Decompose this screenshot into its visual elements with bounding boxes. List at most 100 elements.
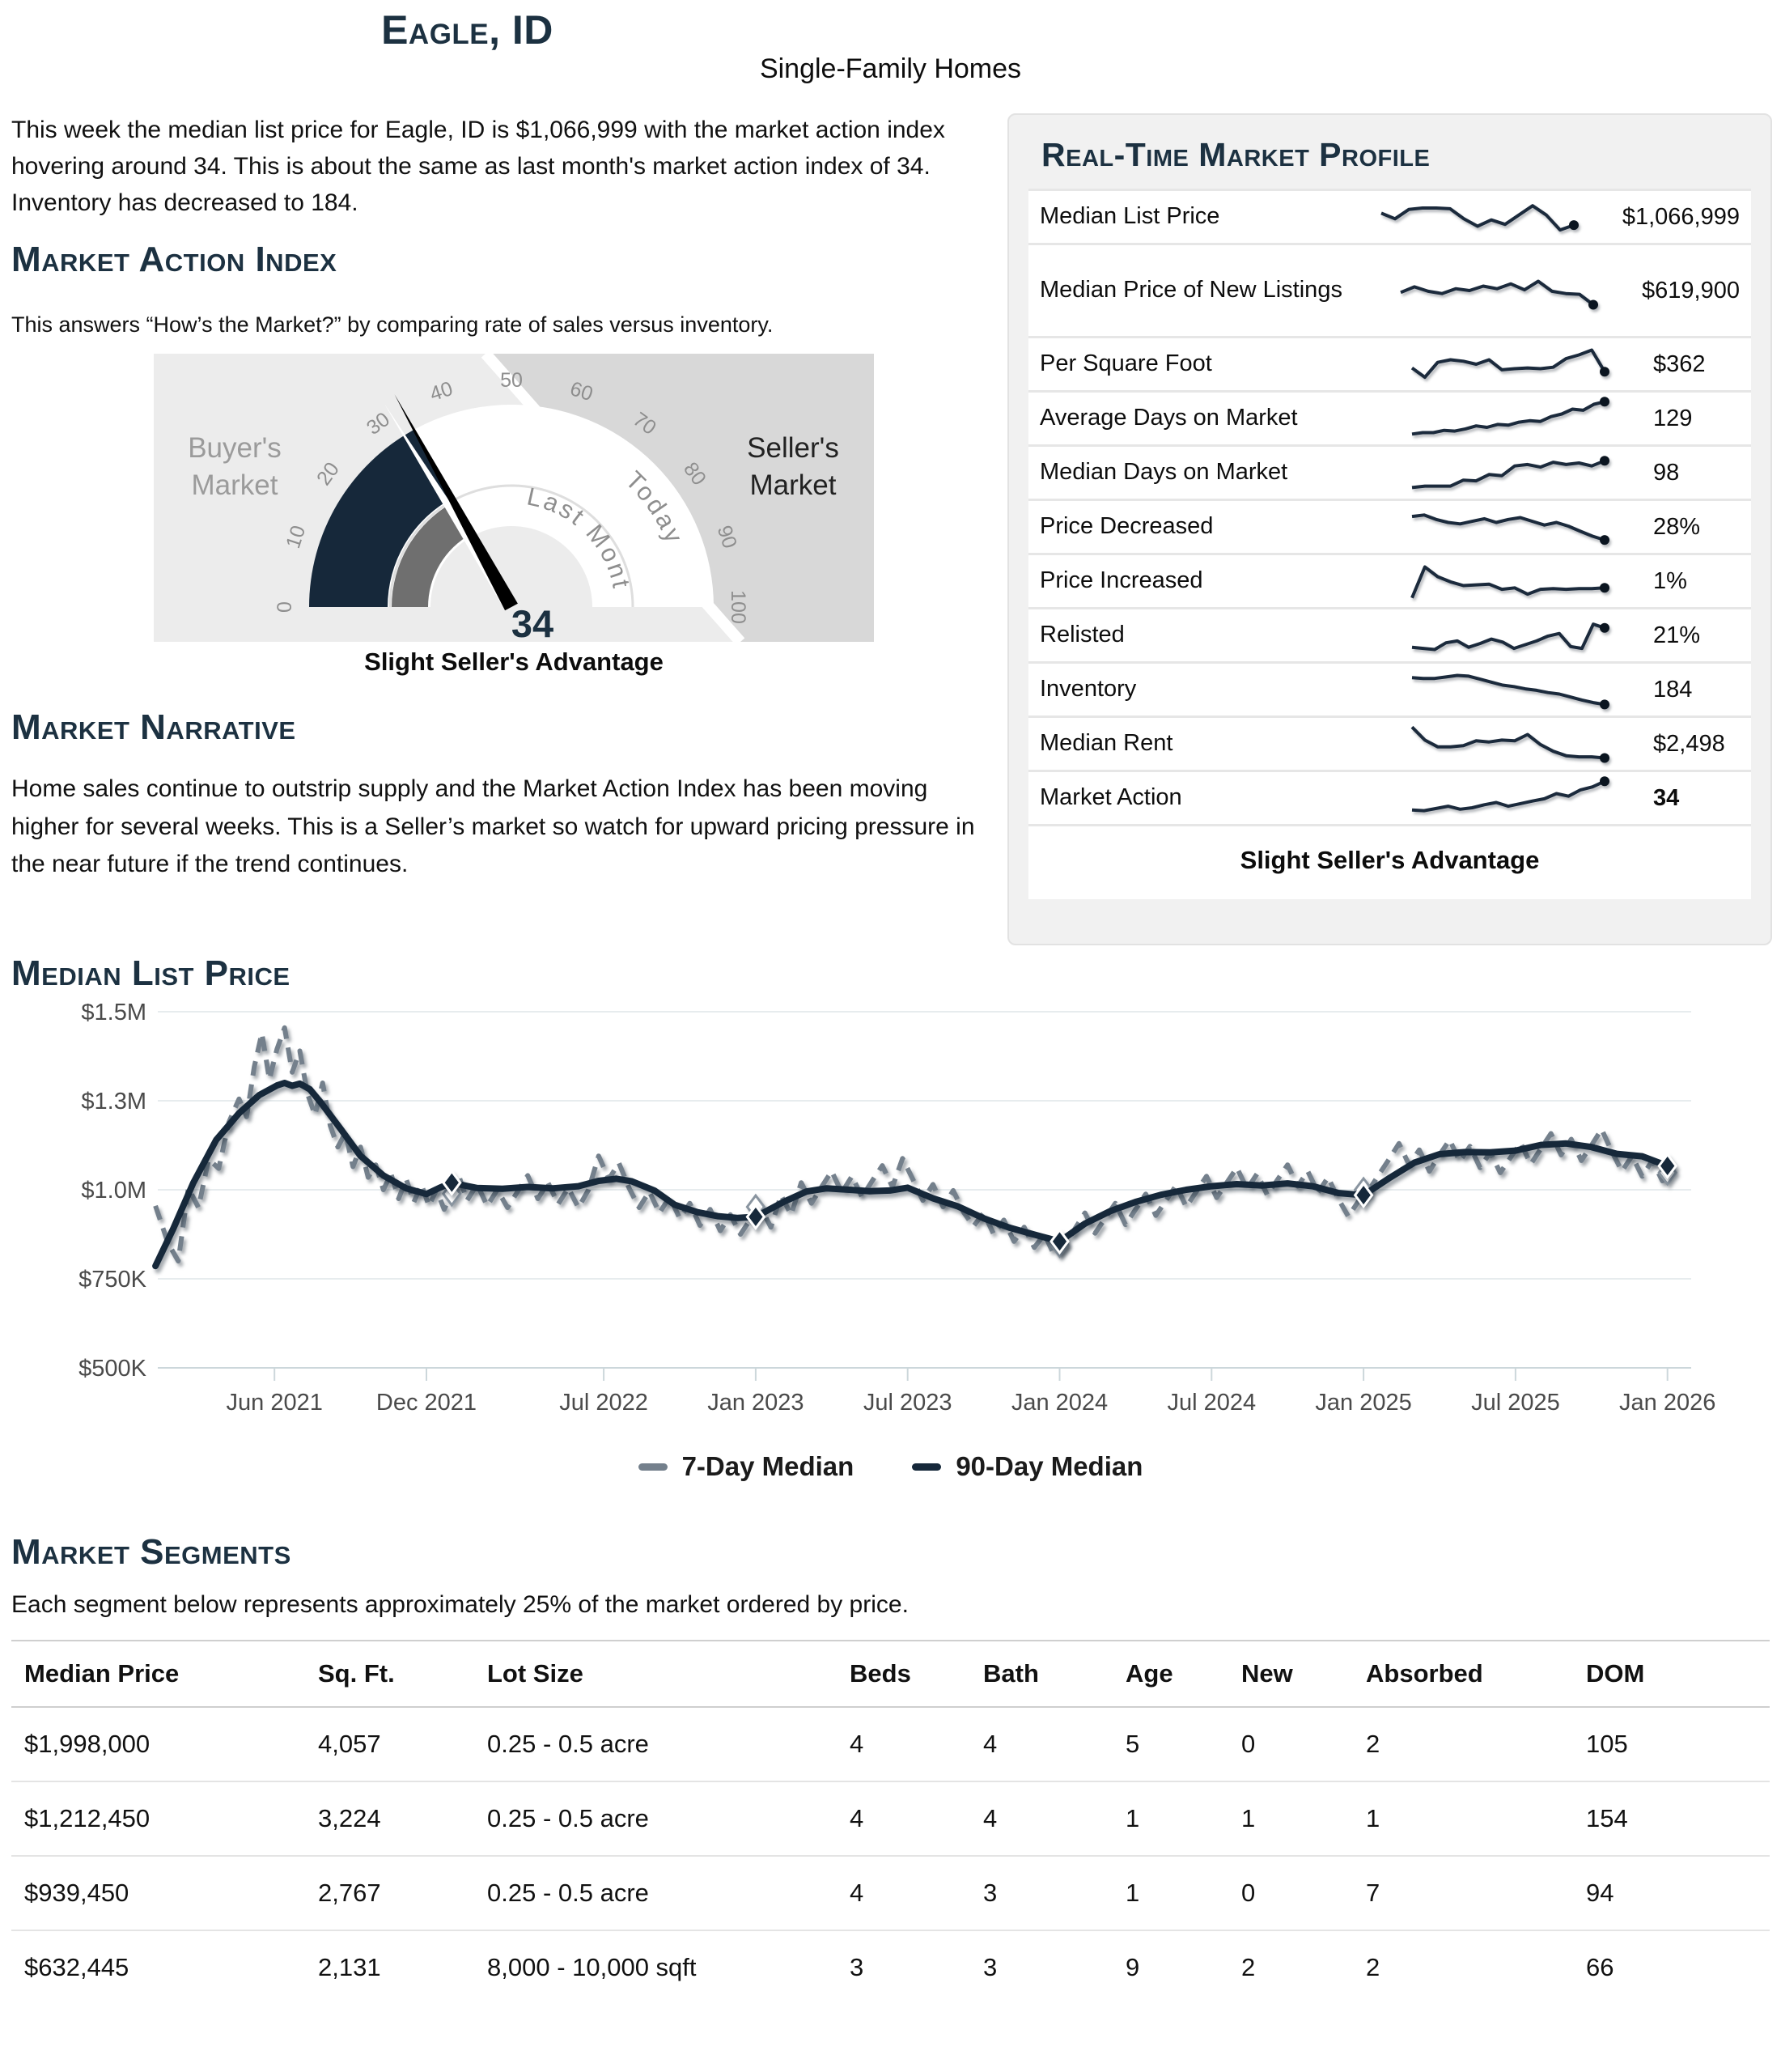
segments-cell: 9 [1126, 1953, 1140, 1981]
sparkline-end-dot [1600, 397, 1609, 407]
segments-cell: 1 [1126, 1804, 1140, 1832]
gauge-sellers-market-label: Seller's [747, 432, 839, 464]
sparkline-chart [1406, 558, 1629, 605]
series-7day-line [153, 1025, 1675, 1263]
segments-cell: 4 [983, 1804, 998, 1832]
series-90day-marker [441, 1169, 462, 1196]
segments-cell: 2,131 [318, 1953, 381, 1981]
sparkline-end-dot [1600, 535, 1609, 546]
sparkline-end-dot [1600, 622, 1609, 633]
profile-row-label: Price Decreased [1040, 513, 1214, 540]
segments-cell: 0.25 - 0.5 acre [487, 1879, 649, 1907]
segments-cell: 2 [1241, 1953, 1256, 1981]
segments-data-row: $632,445 2,131 8,000 - 10,000 sqft 3 3 9 2 2 66 [11, 1931, 1770, 2004]
profile-row: Median Price of New Listings $619,900 [1028, 243, 1751, 336]
profile-row-value: 129 [1653, 405, 1693, 431]
sparkline-path [1380, 204, 1575, 232]
market-profile-rows: Median List Price $1,066,999 Median Price … [1028, 189, 1751, 824]
profile-row-value: 34 [1653, 784, 1680, 811]
sparkline-chart [1375, 193, 1598, 240]
series-90day-marker [1050, 1228, 1070, 1255]
profile-row-label: Average Days on Market [1040, 405, 1298, 431]
segments-data-row: $1,998,000 4,057 0.25 - 0.5 acre 4 4 5 0 2 105 [11, 1708, 1770, 1782]
segments-cell: 1 [1241, 1804, 1256, 1832]
sparkline-end-dot [1600, 456, 1609, 466]
gauge-buyers-market-label: Buyer's [188, 432, 282, 464]
sparkline-end-dot [1588, 299, 1599, 310]
gauge-tick-label: 100 [727, 590, 749, 624]
profile-row: Per Square Foot $362 [1028, 336, 1751, 390]
gauge-needle [394, 394, 518, 611]
segments-header-row: Median Price Sq. Ft. Lot Size Beds Bath Age Ne… [11, 1641, 1770, 1708]
sparkline-svg [1411, 673, 1609, 710]
median-list-price-heading: Median List Price [11, 953, 290, 993]
market-action-index-heading: Market Action Index [11, 240, 337, 279]
profile-row-label: Median Price of New Listings [1040, 277, 1342, 304]
segments-cell: 4 [850, 1879, 864, 1907]
market-segments-description: Each segment below represents approximat… [11, 1591, 909, 1618]
gauge-today-arc [309, 429, 452, 607]
profile-row: Price Decreased 28% [1028, 499, 1751, 553]
legend-swatch-7day-icon [638, 1463, 668, 1471]
sparkline-svg [1410, 348, 1609, 380]
segments-column-header: Age [1126, 1659, 1173, 1688]
profile-row-label: Market Action [1040, 784, 1182, 811]
y-axis-label: $1.0M [81, 1178, 146, 1204]
segments-column-header: DOM [1586, 1659, 1645, 1688]
segments-cell: 3 [983, 1953, 998, 1981]
sparkline-path [1410, 565, 1605, 599]
segments-cell: 2 [1366, 1953, 1380, 1981]
sparkline-chart [1394, 267, 1618, 314]
series-90day-marker [1657, 1153, 1678, 1180]
segments-column-header: Lot Size [487, 1659, 583, 1688]
gauge-tick-label: 50 [500, 369, 523, 392]
segments-cell: $1,212,450 [24, 1804, 151, 1832]
sparkline-svg [1410, 565, 1609, 599]
legend-label-7day: 7-Day Median [681, 1451, 854, 1481]
legend-item-90day: 90-Day Median [912, 1451, 1143, 1482]
profile-row-value: 184 [1653, 676, 1693, 703]
profile-row-value: 21% [1653, 622, 1701, 648]
segments-cell: 105 [1586, 1730, 1628, 1758]
sparkline-chart [1406, 449, 1629, 496]
sparkline-chart [1406, 503, 1629, 550]
x-axis-label: Jun 2021 [227, 1390, 323, 1416]
x-axis-label: Jul 2022 [559, 1390, 648, 1416]
sparkline-path [1411, 673, 1605, 707]
market-segments-heading: Market Segments [11, 1532, 291, 1572]
segments-column-header: Sq. Ft. [318, 1659, 395, 1688]
sparkline-svg [1411, 622, 1609, 652]
gauge-sellers-market-label: Market [750, 469, 837, 501]
segments-cell: $1,998,000 [24, 1730, 151, 1758]
sparkline-svg [1410, 725, 1609, 763]
gauge-track-separator [388, 484, 634, 608]
sparkline-chart [1406, 395, 1629, 442]
profile-row: Median Rent $2,498 [1028, 715, 1751, 770]
segments-column-header: New [1241, 1659, 1293, 1688]
segments-cell: 4 [983, 1730, 998, 1758]
y-axis-label: $500K [78, 1356, 147, 1382]
profile-row: Inventory 184 [1028, 661, 1751, 715]
market-profile-title: Real-Time Market Profile [1041, 136, 1431, 173]
sparkline-end-dot [1600, 583, 1609, 593]
profile-row-value: $1,066,999 [1622, 203, 1740, 230]
segments-cell: $632,445 [24, 1953, 129, 1981]
x-axis-label: Jan 2026 [1619, 1390, 1715, 1416]
profile-row-label: Median List Price [1040, 203, 1220, 230]
segments-cell: 0 [1241, 1879, 1256, 1907]
segments-cell: 4,057 [318, 1730, 381, 1758]
gauge-last-month-arc [392, 502, 472, 607]
profile-row-label: Median Days on Market [1040, 459, 1288, 486]
market-narrative-heading: Market Narrative [11, 707, 296, 747]
segments-column-header: Absorbed [1366, 1659, 1483, 1688]
sparkline-path [1411, 400, 1605, 436]
y-axis-label: $1.3M [81, 1089, 146, 1115]
sparkline-path [1411, 622, 1605, 652]
series-90day-line [152, 1080, 1671, 1270]
intro-paragraph: This week the median list price for Eagl… [11, 117, 945, 216]
market-segments-table: Median Price Sq. Ft. Lot Size Beds Bath Age Ne… [11, 1640, 1770, 2004]
segments-cell: 4 [850, 1804, 864, 1832]
segments-cell: 1 [1366, 1804, 1380, 1832]
profile-row-value: $362 [1653, 350, 1706, 377]
